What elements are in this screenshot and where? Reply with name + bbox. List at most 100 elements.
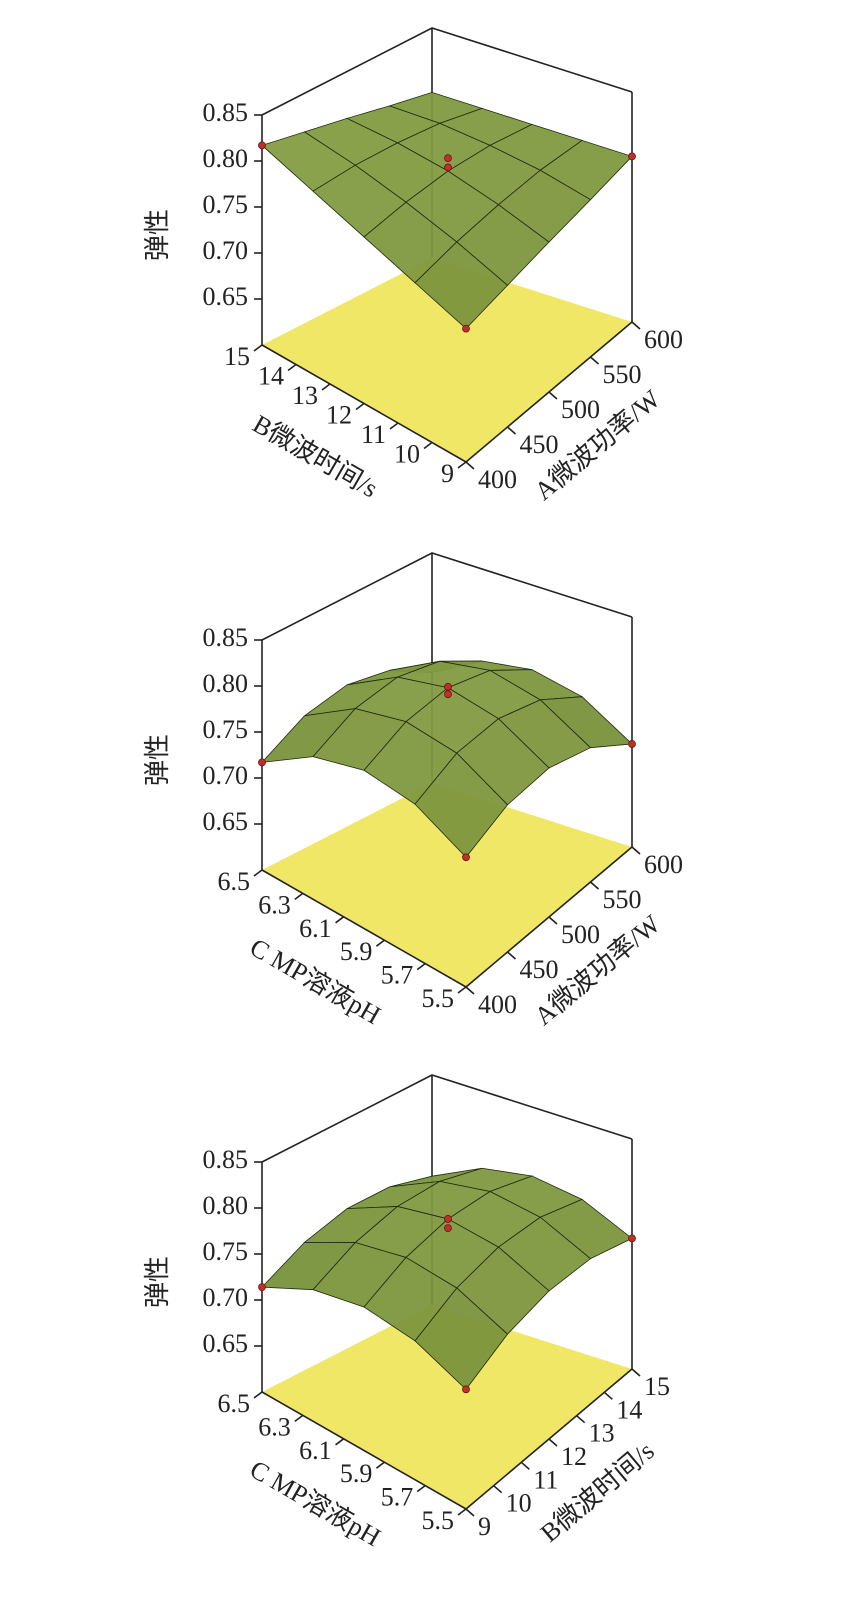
box-edge	[261, 552, 633, 641]
box-edge	[261, 1074, 633, 1163]
y-tick	[335, 916, 345, 924]
design-point	[444, 682, 452, 691]
z-tick-label: 0.75	[203, 190, 249, 219]
y-tick-label: 5.7	[381, 961, 414, 990]
y-tick	[253, 869, 263, 877]
z-tick-label: 0.85	[203, 623, 249, 652]
floor	[262, 1305, 632, 1509]
design-point	[462, 1385, 470, 1394]
x-tick-label: 12	[561, 1442, 587, 1471]
design-point	[462, 324, 470, 333]
y-tick-label: 5.7	[381, 1483, 414, 1512]
x-tick-label: 10	[506, 1489, 532, 1518]
x-tick-label: 15	[644, 1372, 670, 1401]
y-tick-label: 9	[441, 459, 454, 488]
y-tick	[457, 461, 467, 469]
y-tick	[321, 383, 331, 391]
x-tick-label: 400	[478, 990, 517, 1019]
x-tick-label: 600	[644, 325, 683, 354]
y-tick-label: 6.3	[258, 1412, 291, 1441]
design-point	[258, 1283, 266, 1292]
design-point	[258, 141, 266, 150]
z-tick-label: 0.80	[203, 144, 249, 173]
floor	[262, 258, 632, 462]
x-tick	[548, 391, 558, 400]
design-point	[444, 1224, 452, 1233]
floor	[262, 783, 632, 987]
z-axis-title: 弹性	[143, 734, 172, 786]
design-point	[628, 152, 636, 161]
design-point	[444, 163, 452, 172]
y-tick	[416, 962, 426, 971]
x-tick-label: 600	[644, 850, 683, 879]
y-tick-label: 13	[292, 381, 318, 410]
design-point	[628, 1234, 636, 1243]
surface-patch	[414, 752, 509, 858]
x-tick-label: 13	[589, 1419, 615, 1448]
y-tick-label: 5.5	[422, 1506, 455, 1535]
x-tick-label: 9	[478, 1512, 491, 1541]
y-tick	[457, 1508, 467, 1516]
x-tick	[631, 846, 641, 855]
z-tick-label: 0.70	[203, 236, 249, 265]
x-tick	[548, 916, 558, 925]
y-tick-label: 12	[326, 400, 352, 429]
y-tick	[294, 892, 304, 901]
y-tick	[287, 363, 297, 372]
x-tick-label: 550	[603, 360, 642, 389]
y-tick-label: 10	[394, 439, 420, 468]
x-tick	[520, 1461, 530, 1470]
design-point	[444, 690, 452, 699]
x-tick-label: 14	[616, 1395, 642, 1424]
z-tick-label: 0.70	[203, 761, 249, 790]
y-tick-label: 5.9	[340, 1459, 373, 1488]
x-tick	[589, 356, 600, 365]
z-tick-label: 0.65	[203, 807, 249, 836]
y-tick-label: 11	[361, 420, 386, 449]
x-tick-label: 500	[561, 920, 600, 949]
x-tick	[548, 1438, 558, 1447]
design-point	[258, 758, 266, 767]
z-tick-label: 0.80	[203, 1191, 249, 1220]
y-tick-label: 6.5	[218, 1389, 251, 1418]
surface-patch	[414, 1287, 509, 1390]
x-tick	[465, 461, 475, 470]
y-tick	[416, 1484, 426, 1493]
y-tick-label: 6.5	[218, 867, 251, 896]
x-tick	[603, 1391, 613, 1400]
z-tick-label: 0.85	[203, 98, 249, 127]
x-tick	[506, 426, 517, 435]
x-tick-label: 450	[520, 955, 559, 984]
y-tick	[375, 939, 385, 947]
y-tick	[253, 1391, 263, 1399]
z-tick-label: 0.85	[203, 1145, 249, 1174]
z-tick-label: 0.65	[203, 282, 249, 311]
x-tick-label: 400	[478, 465, 517, 494]
x-tick-label: 500	[561, 395, 600, 424]
design-point	[444, 154, 452, 163]
x-tick	[576, 1415, 586, 1424]
z-tick-label: 0.75	[203, 715, 249, 744]
surface-patch	[414, 241, 509, 330]
x-tick-label: 11	[533, 1465, 558, 1494]
design-point	[628, 740, 636, 748]
y-tick-label: 6.1	[299, 914, 332, 943]
x-tick	[589, 881, 600, 890]
y-tick-label: 5.5	[422, 984, 455, 1013]
z-axis-title: 弹性	[143, 1256, 172, 1308]
y-tick-label: 14	[258, 361, 284, 390]
x-tick	[493, 1485, 503, 1494]
z-tick-label: 0.65	[203, 1329, 249, 1358]
design-point	[444, 1215, 452, 1223]
z-axis-title: 弹性	[143, 209, 172, 261]
x-tick-label: 550	[603, 885, 642, 914]
y-tick-label: 6.1	[299, 1436, 332, 1465]
y-tick	[375, 1461, 385, 1469]
z-tick-label: 0.70	[203, 1283, 249, 1312]
y-tick-label: 5.9	[340, 937, 373, 966]
x-tick	[631, 321, 641, 330]
